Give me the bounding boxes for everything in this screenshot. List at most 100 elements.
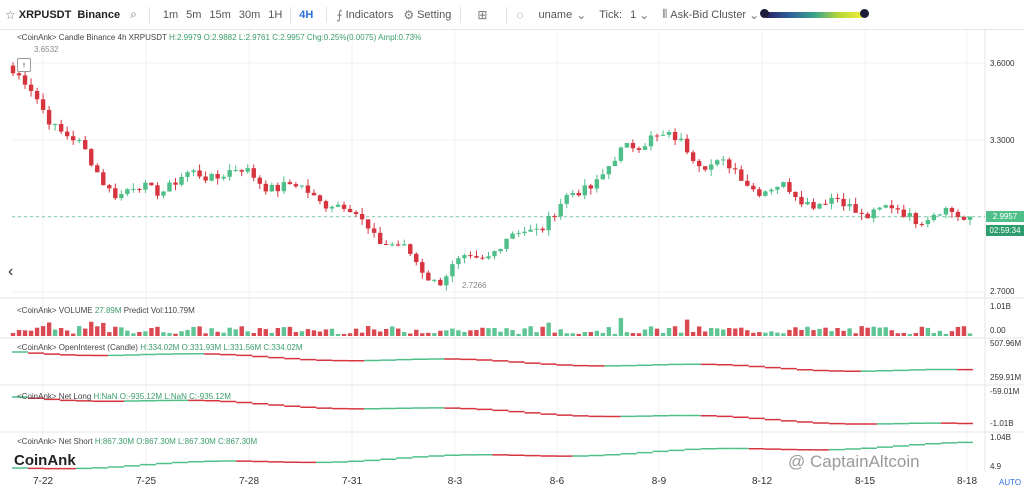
candle-body (588, 185, 594, 189)
volume-bar (715, 328, 720, 336)
volume-bar (835, 327, 840, 336)
timeframe-30m[interactable]: 30m (238, 8, 261, 21)
candle-body (558, 203, 563, 217)
y-tick: 2.7000 (990, 287, 1015, 296)
search-icon: ⌕ (130, 7, 137, 21)
candle-body (16, 73, 22, 76)
open-interest-line (12, 351, 973, 372)
candle-body (101, 172, 106, 186)
volume-bar (648, 326, 654, 336)
chart-canvas[interactable] (0, 30, 1024, 491)
high-marker-label: 3.6532 (34, 45, 59, 54)
timeframe-15m[interactable]: 15m (209, 8, 231, 21)
candle-body (365, 219, 371, 229)
volume-bar (871, 326, 876, 336)
candle-body (702, 166, 708, 170)
star-icon[interactable]: ☆ (5, 7, 16, 22)
volume-bar (468, 330, 473, 336)
candle-body (865, 213, 870, 219)
candle-body (450, 264, 455, 277)
volume-bar (787, 329, 792, 336)
volume-bar (450, 328, 455, 336)
volume-bar (486, 328, 491, 336)
cluster-selector[interactable]: ⫴ Ask-Bid Cluster ⌄ (657, 0, 767, 30)
candle-body (402, 244, 407, 246)
candle-body (949, 208, 955, 212)
indicators-label: Indicators (345, 8, 394, 21)
candle-body (155, 185, 160, 196)
volume-bar (600, 332, 606, 336)
candle-body (46, 109, 52, 125)
cluster-icon: ⫴ (662, 7, 668, 21)
slider-handle-right[interactable] (860, 9, 869, 18)
volume-bar (52, 329, 58, 336)
candle-body (438, 279, 443, 286)
volume-bar (462, 331, 467, 336)
candle-body (540, 228, 545, 231)
volume-bar (696, 326, 702, 336)
x-tick: 8-12 (751, 476, 773, 487)
candle-body (179, 176, 184, 185)
candle-body (257, 177, 262, 184)
indicators-icon: ⨍ (336, 7, 343, 22)
volume-bar (576, 333, 581, 336)
gridlines (0, 30, 1024, 472)
volume-bar (329, 328, 335, 336)
chevron-down-icon: ⌄ (749, 7, 760, 22)
auto-scale-button[interactable]: AUTO (999, 478, 1022, 487)
volume-bar (528, 326, 533, 336)
volume-bar (125, 330, 130, 336)
symbol-selector[interactable]: ☆ XRPUSDT Binance (0, 0, 125, 30)
candle-body (672, 132, 678, 141)
setting-button[interactable]: ⚙ Setting (398, 0, 456, 30)
last-price-tag: 2.9957 (986, 211, 1024, 222)
collapse-button[interactable]: ↑ (17, 58, 31, 72)
timeframe-5m[interactable]: 5m (186, 8, 202, 21)
volume-bar (95, 326, 100, 336)
user-selector[interactable]: ◌ uname ⌄ (511, 0, 594, 30)
candle-body (269, 184, 275, 192)
candle-body (10, 65, 16, 74)
search-button[interactable]: ⌕ (125, 0, 145, 30)
volume-bar (239, 326, 244, 336)
timeframe-1m[interactable]: 1m (162, 8, 179, 21)
chevron-left-icon[interactable]: ‹ (8, 263, 14, 280)
arrow-up-icon: ↑ (21, 60, 27, 70)
volume-bar (197, 326, 202, 336)
volume-bar (371, 329, 377, 336)
volume-bar (492, 327, 497, 336)
candle-body (317, 195, 323, 202)
volume-bar (847, 328, 852, 336)
volume-bar (408, 333, 413, 336)
volume-bar (227, 327, 232, 336)
timeframe-1h[interactable]: 1H (268, 8, 283, 21)
slider-handle-left[interactable] (760, 9, 769, 18)
volume-bar (107, 332, 112, 336)
volume-bar (949, 331, 955, 336)
volume-bar (293, 332, 299, 336)
y-tick: 507.96M (990, 339, 1022, 348)
heatmap-color-slider[interactable] (764, 12, 864, 18)
volume-bar (335, 333, 341, 336)
candle-body (474, 255, 479, 258)
tick-selector[interactable]: Tick: 1 ⌄ (594, 0, 657, 30)
volume-bar (546, 322, 551, 336)
volume-bar (233, 329, 238, 336)
candle-body (745, 180, 750, 186)
candle-body (420, 262, 425, 273)
timeframe-4h[interactable]: 4H (299, 8, 314, 21)
volume-bar (498, 331, 503, 336)
volume-bar (793, 327, 798, 336)
chevron-down-icon: ⌄ (639, 7, 650, 22)
layout-button[interactable]: ⊞ (465, 0, 502, 30)
y-tick: 1.01B (990, 302, 1011, 311)
volume-bar (678, 332, 684, 336)
volume-bar (143, 331, 148, 336)
candle-body (486, 256, 491, 259)
volume-bar (89, 321, 94, 336)
volume-bar (961, 326, 967, 336)
coinank-logo: CoinAnk (14, 452, 76, 469)
candle-body (931, 214, 937, 221)
indicators-button[interactable]: ⨍ Indicators (331, 0, 398, 30)
candle-body (763, 191, 768, 196)
